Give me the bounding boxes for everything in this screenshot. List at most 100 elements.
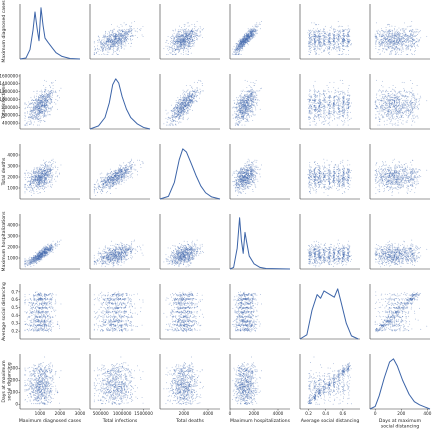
scatter-point [412, 29, 414, 31]
scatter-point [115, 39, 117, 41]
scatter-point [129, 38, 131, 39]
scatter-point [175, 117, 177, 119]
scatter-point [48, 110, 50, 112]
scatter-point [40, 110, 42, 112]
scatter-point [318, 36, 320, 38]
scatter-point [238, 45, 239, 47]
scatter-point [413, 36, 415, 38]
scatter-point [318, 23, 320, 25]
scatter-point [319, 38, 321, 40]
scatter-point [406, 41, 408, 43]
scatter-point [184, 28, 186, 30]
scatter-point [337, 34, 339, 36]
scatter-point [394, 38, 395, 39]
scatter-point [409, 49, 411, 51]
scatter-point [116, 42, 118, 44]
scatter-point [33, 95, 35, 97]
scatter-point [335, 48, 337, 50]
scatter-point [179, 104, 181, 106]
scatter-point [324, 39, 326, 40]
scatter-point [177, 35, 179, 37]
scatter-point [32, 111, 34, 113]
scatter-point [196, 21, 198, 22]
scatter-point [231, 53, 233, 55]
scatter-point [93, 53, 95, 55]
scatter-point [30, 97, 32, 99]
scatter-point [385, 48, 387, 50]
scatter-point [410, 33, 412, 35]
scatter-point [35, 117, 37, 119]
scatter-point [44, 103, 46, 105]
scatter-point [190, 105, 192, 107]
scatter-point [52, 92, 54, 93]
scatter-point [170, 116, 172, 118]
scatter-point [179, 113, 181, 115]
scatter-point [383, 37, 385, 39]
scatter-point [177, 112, 179, 114]
scatter-point [250, 38, 252, 39]
scatter-point [314, 50, 316, 52]
scatter-point [39, 117, 41, 119]
scatter-point [167, 49, 169, 51]
scatter-point [174, 41, 176, 43]
scatter-point [35, 97, 37, 99]
scatter-point [115, 32, 117, 34]
scatter-point [246, 116, 248, 118]
scatter-point [99, 39, 100, 41]
scatter-point [247, 32, 249, 34]
scatter-point [139, 29, 140, 31]
scatter-point [408, 41, 410, 42]
scatter-point [36, 95, 38, 97]
scatter-point [338, 49, 340, 51]
scatter-point [339, 33, 341, 35]
scatter-point [33, 118, 35, 120]
scatter-point [185, 112, 187, 114]
scatter-point [185, 33, 187, 35]
scatter-point [44, 111, 46, 113]
scatter-point [41, 99, 43, 101]
scatter-point [119, 38, 121, 40]
scatter-point [190, 52, 192, 54]
scatter-point [35, 103, 36, 105]
scatter-point [256, 27, 258, 28]
scatter-point [117, 44, 119, 46]
scatter-point [411, 41, 413, 42]
scatter-point [48, 94, 50, 96]
scatter-point [39, 111, 41, 113]
scatter-point [198, 28, 200, 30]
scatter-point [244, 42, 246, 44]
scatter-point [328, 41, 330, 43]
scatter-point [33, 115, 35, 116]
scatter-point [239, 50, 241, 52]
scatter-point [32, 118, 34, 120]
scatter-point [308, 41, 310, 43]
scatter-point [182, 117, 184, 119]
scatter-point [346, 38, 348, 40]
scatter-point [405, 35, 407, 37]
scatter-point [166, 124, 168, 126]
scatter-point [238, 44, 240, 46]
scatter-point [413, 44, 415, 46]
scatter-point [181, 32, 182, 34]
scatter-point [236, 42, 238, 44]
scatter-point [165, 45, 167, 47]
scatter-point [176, 36, 178, 38]
scatter-point [103, 35, 105, 37]
scatter-point [111, 44, 113, 46]
scatter-point [189, 99, 191, 101]
scatter-point [395, 44, 397, 46]
scatter-point [33, 105, 35, 107]
scatter-point [402, 34, 404, 36]
scatter-point [323, 28, 324, 30]
scatter-point [167, 112, 169, 114]
scatter-point [336, 47, 338, 48]
scatter-point [100, 42, 102, 44]
scatter-point [332, 44, 334, 46]
panel-max_dx-vs-max_hosp [229, 4, 290, 60]
scatter-point [121, 43, 123, 45]
scatter-point [309, 38, 311, 40]
scatter-point [103, 42, 105, 44]
scatter-point [51, 97, 53, 99]
scatter-point [188, 109, 190, 111]
scatter-point [414, 39, 416, 41]
